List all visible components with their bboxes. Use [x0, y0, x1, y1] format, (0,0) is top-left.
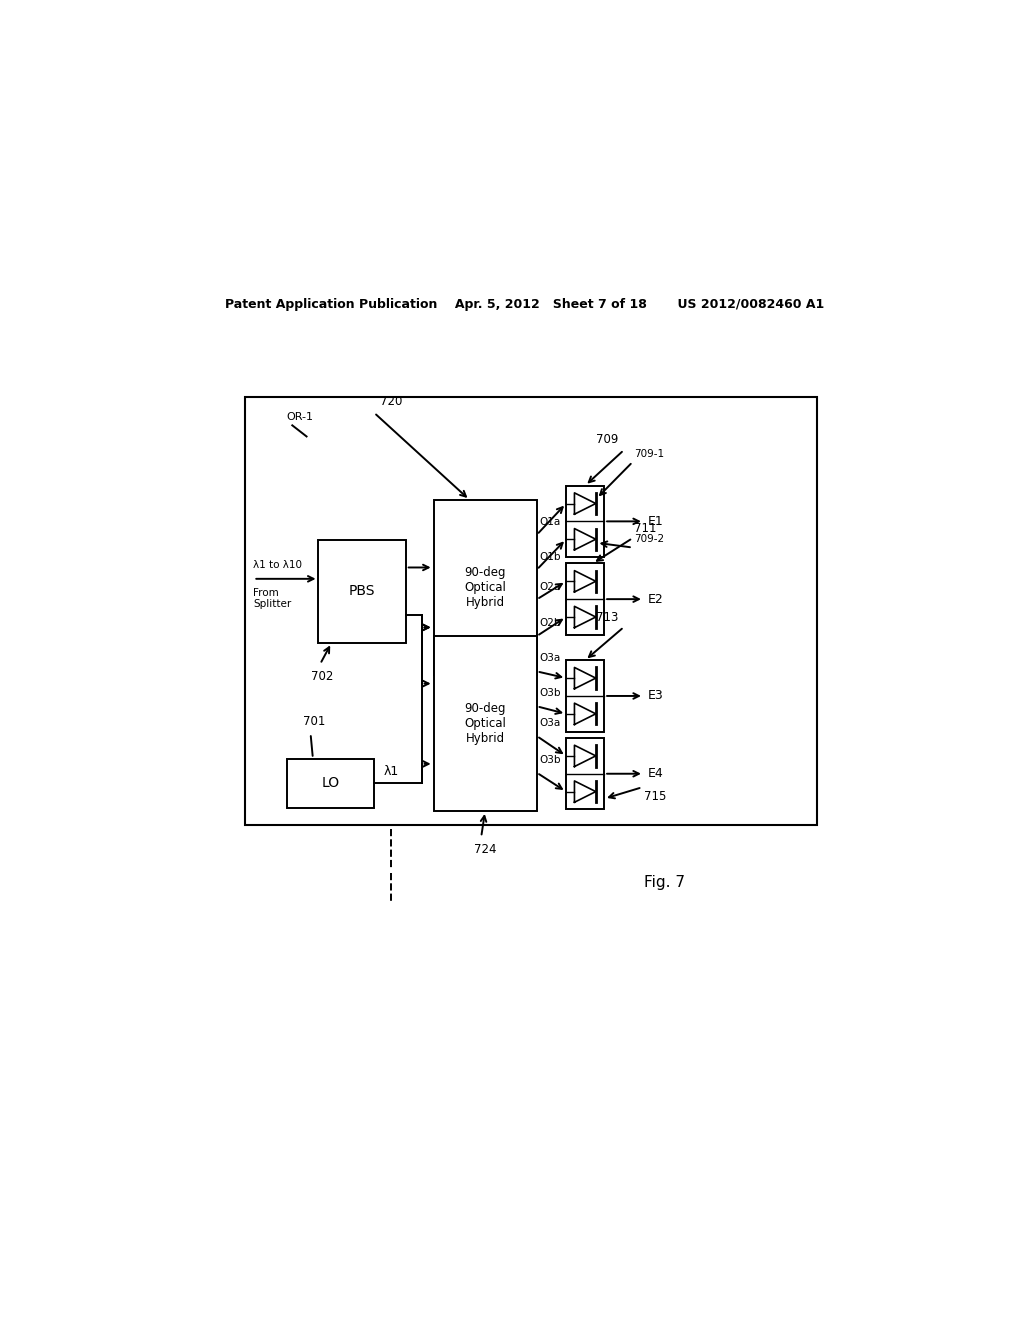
Text: 701: 701 [303, 714, 325, 727]
Text: E2: E2 [648, 593, 664, 606]
Text: O2b: O2b [539, 618, 560, 628]
Text: 709: 709 [596, 433, 618, 446]
Text: 715: 715 [644, 791, 667, 804]
Text: O3b: O3b [539, 755, 560, 764]
Text: λ1 to λ10: λ1 to λ10 [253, 560, 302, 569]
Polygon shape [574, 746, 596, 767]
Text: O1b: O1b [539, 552, 560, 562]
Bar [287, 759, 374, 808]
Polygon shape [574, 704, 596, 725]
Bar [566, 660, 604, 731]
Polygon shape [574, 492, 596, 515]
Text: 90-deg
Optical
Hybrid: 90-deg Optical Hybrid [464, 566, 506, 609]
Text: LO: LO [322, 776, 339, 791]
Text: 720: 720 [380, 395, 402, 408]
Text: 90-deg
Optical
Hybrid: 90-deg Optical Hybrid [464, 702, 506, 746]
Text: E3: E3 [648, 689, 664, 702]
Polygon shape [574, 668, 596, 689]
Polygon shape [574, 781, 596, 803]
Bar [433, 636, 537, 810]
Text: O1a: O1a [539, 517, 560, 527]
Text: λ1: λ1 [384, 764, 398, 777]
Text: O3a: O3a [539, 653, 560, 664]
Text: 709-2: 709-2 [634, 535, 665, 544]
Text: 702: 702 [310, 669, 333, 682]
Text: PBS: PBS [349, 585, 376, 598]
Text: From
Splitter: From Splitter [253, 587, 292, 610]
Text: O2a: O2a [539, 582, 560, 591]
Text: 711: 711 [634, 521, 656, 535]
Text: OR-1: OR-1 [287, 412, 313, 421]
Text: O3b: O3b [539, 688, 560, 698]
Bar [246, 397, 817, 825]
Text: Fig. 7: Fig. 7 [644, 875, 685, 890]
Bar [433, 500, 537, 675]
Bar [318, 540, 406, 643]
Bar [566, 738, 604, 809]
Polygon shape [574, 528, 596, 550]
Bar [566, 564, 604, 635]
Text: E1: E1 [648, 515, 664, 528]
Text: O3a: O3a [539, 718, 560, 729]
Text: Patent Application Publication    Apr. 5, 2012   Sheet 7 of 18       US 2012/008: Patent Application Publication Apr. 5, 2… [225, 298, 824, 312]
Text: E4: E4 [648, 767, 664, 780]
Polygon shape [574, 570, 596, 591]
Text: 724: 724 [474, 842, 497, 855]
Polygon shape [574, 606, 596, 628]
Text: 709-1: 709-1 [634, 449, 665, 458]
Bar [566, 486, 604, 557]
Text: 713: 713 [596, 611, 618, 624]
